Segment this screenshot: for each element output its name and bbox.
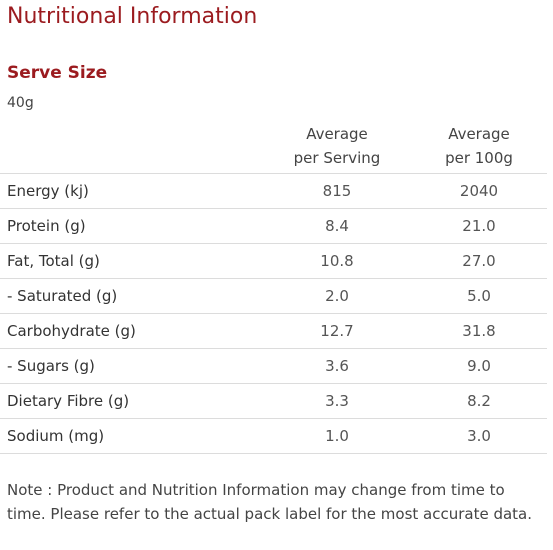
table-row: Energy (kj) 815 2040 bbox=[0, 174, 547, 209]
row-per-100g: 27.0 bbox=[462, 252, 496, 270]
table-row: - Saturated (g) 2.0 5.0 bbox=[0, 279, 547, 314]
row-label: Fat, Total (g) bbox=[7, 252, 100, 270]
row-per-100g: 2040 bbox=[459, 182, 499, 200]
row-per-100g: 8.2 bbox=[467, 392, 491, 410]
row-label: Energy (kj) bbox=[7, 182, 89, 200]
row-label: Carbohydrate (g) bbox=[7, 322, 136, 340]
header-per-serving-line1: Average bbox=[306, 125, 368, 143]
row-per-serving: 815 bbox=[322, 182, 352, 200]
row-per-serving: 8.4 bbox=[325, 217, 349, 235]
row-per-serving: 3.3 bbox=[325, 392, 349, 410]
page-title: Nutritional Information bbox=[7, 4, 258, 29]
nutrition-table: Average per Serving Average per 100g Ene… bbox=[0, 120, 547, 454]
table-row: - Sugars (g) 3.6 9.0 bbox=[0, 349, 547, 384]
table-row: Fat, Total (g) 10.8 27.0 bbox=[0, 244, 547, 279]
serve-size-value: 40g bbox=[7, 95, 34, 111]
row-per-100g: 9.0 bbox=[467, 357, 491, 375]
row-per-100g: 3.0 bbox=[467, 427, 491, 445]
row-label: Protein (g) bbox=[7, 217, 86, 235]
row-label: Sodium (mg) bbox=[7, 427, 105, 445]
row-per-serving: 12.7 bbox=[320, 322, 354, 340]
row-per-100g: 5.0 bbox=[467, 287, 491, 305]
row-per-100g: 21.0 bbox=[462, 217, 496, 235]
row-per-100g: 31.8 bbox=[462, 322, 496, 340]
row-label: Dietary Fibre (g) bbox=[7, 392, 130, 410]
row-label: - Saturated (g) bbox=[7, 287, 118, 305]
table-row: Sodium (mg) 1.0 3.0 bbox=[0, 419, 547, 454]
row-per-serving: 3.6 bbox=[325, 357, 349, 375]
disclaimer-note: Note : Product and Nutrition Information… bbox=[7, 481, 533, 523]
table-row: Protein (g) 8.4 21.0 bbox=[0, 209, 547, 244]
row-label: - Sugars (g) bbox=[7, 357, 95, 375]
serve-size-heading: Serve Size bbox=[7, 63, 108, 83]
table-row: Dietary Fibre (g) 3.3 8.2 bbox=[0, 384, 547, 419]
row-per-serving: 1.0 bbox=[325, 427, 349, 445]
row-per-serving: 10.8 bbox=[320, 252, 354, 270]
header-per-100g: Average per 100g bbox=[419, 122, 539, 170]
table-row: Carbohydrate (g) 12.7 31.8 bbox=[0, 314, 547, 349]
header-per-serving: Average per Serving bbox=[277, 122, 397, 170]
table-header: Average per Serving Average per 100g bbox=[0, 120, 547, 174]
header-per-100g-line2: per 100g bbox=[445, 149, 513, 167]
header-per-serving-line2: per Serving bbox=[293, 149, 381, 167]
header-per-100g-line1: Average bbox=[448, 125, 510, 143]
row-per-serving: 2.0 bbox=[325, 287, 349, 305]
